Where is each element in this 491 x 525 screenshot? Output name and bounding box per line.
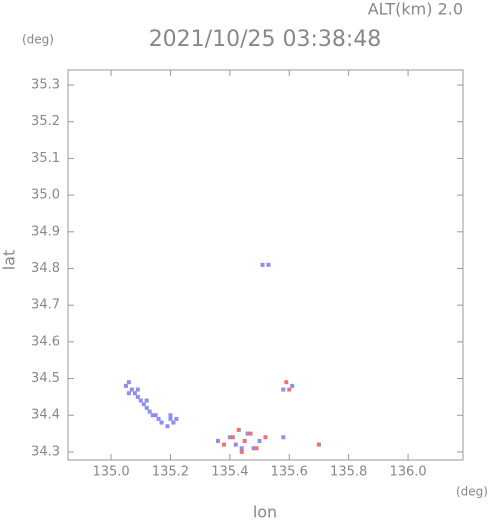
y-tick-label: 34.3 [31, 444, 60, 459]
radar-point [230, 435, 235, 440]
radar-point [251, 446, 256, 451]
radar-point [168, 413, 173, 418]
y-tick-label: 34.8 [31, 261, 60, 276]
y-tick-label: 34.6 [31, 334, 60, 349]
y-tick-label: 34.9 [31, 224, 60, 239]
radar-point [290, 383, 295, 388]
radar-point [233, 442, 238, 447]
radar-point [165, 424, 170, 429]
radar-point [284, 380, 289, 385]
y-tick-label: 35.1 [31, 151, 60, 166]
x-tick-label: 135.2 [152, 465, 189, 480]
y-tick-label: 34.7 [31, 298, 60, 313]
radar-point [257, 438, 262, 443]
y-tick-label: 34.4 [31, 408, 60, 423]
radar-point [144, 405, 149, 410]
radar-point [126, 380, 131, 385]
y-tick-label: 35.3 [31, 78, 60, 93]
radar-point [281, 387, 286, 392]
y-axis-label: lat [0, 250, 19, 271]
x-tick-label: 135.0 [92, 465, 129, 480]
radar-point [260, 262, 265, 267]
radar-point [150, 413, 155, 418]
y-tick-label: 34.5 [31, 371, 60, 386]
radar-point [174, 416, 179, 421]
x-axis-label: lon [253, 503, 277, 522]
radar-point [126, 391, 131, 396]
radar-point [215, 438, 220, 443]
radar-point [123, 383, 128, 388]
y-tick-label: 35.0 [31, 188, 60, 203]
radar-point [239, 449, 244, 454]
radar-point [141, 402, 146, 407]
radar-point [239, 446, 244, 451]
radar-point [153, 413, 158, 418]
x-tick-label: 135.8 [330, 465, 367, 480]
radar-point [316, 442, 321, 447]
radar-point [144, 398, 149, 403]
radar-point [135, 394, 140, 399]
x-unit: (deg) [456, 485, 488, 499]
radar-point [242, 438, 247, 443]
plot-frame [67, 69, 464, 461]
radar-point [227, 435, 232, 440]
radar-point [132, 391, 137, 396]
radar-point [287, 387, 292, 392]
radar-point [129, 387, 134, 392]
radar-point [254, 446, 259, 451]
chart-title: 2021/10/25 03:38:48 [149, 27, 382, 52]
x-tick-label: 135.6 [271, 465, 308, 480]
radar-point [138, 398, 143, 403]
radar-point [221, 442, 226, 447]
radar-point [248, 431, 253, 436]
radar-point [159, 420, 164, 425]
radar-point [245, 431, 250, 436]
radar-point [135, 387, 140, 392]
altitude: ALT(km) 2.0 [368, 0, 463, 19]
radar-point [156, 416, 161, 421]
radar-point [263, 435, 268, 440]
radar-point [168, 416, 173, 421]
x-tick-label: 135.4 [211, 465, 248, 480]
y-tick-label: 35.2 [31, 114, 60, 129]
radar-point [266, 262, 271, 267]
radar-point [171, 420, 176, 425]
x-tick-label: 136.0 [389, 465, 426, 480]
radar-point [236, 427, 241, 432]
radar-point [281, 435, 286, 440]
y-unit: (deg) [22, 33, 54, 47]
radar-point [147, 409, 152, 414]
